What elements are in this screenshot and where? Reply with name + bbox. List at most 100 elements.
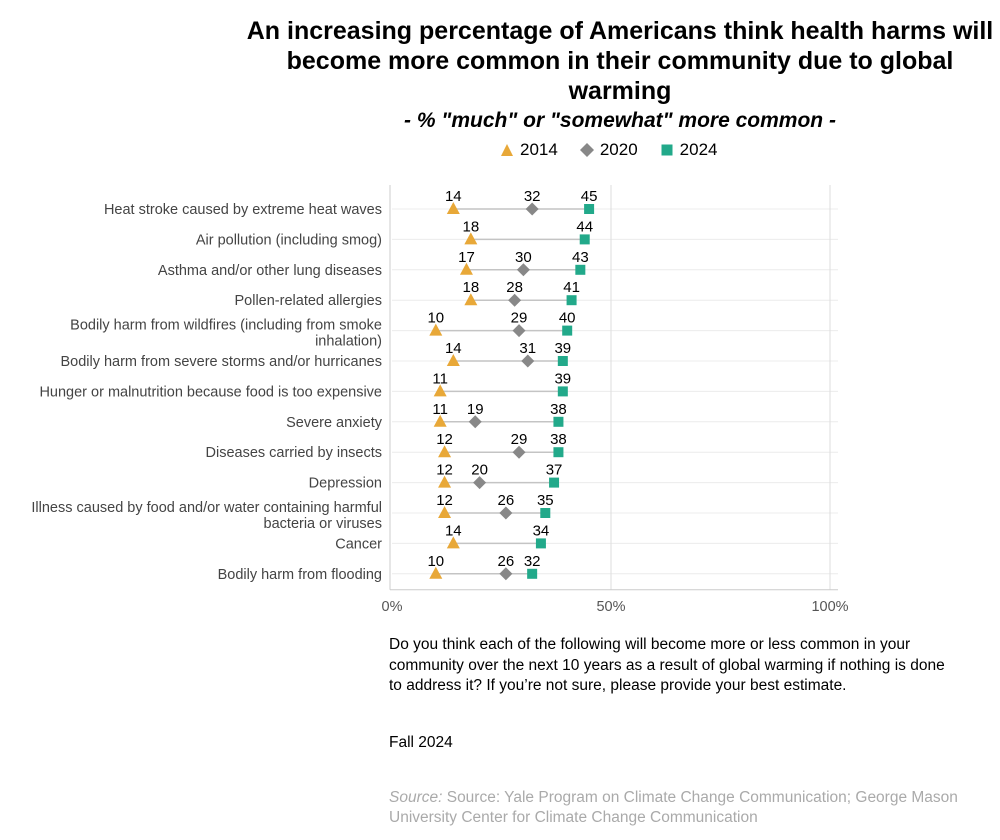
value-label-2014: 11 [432,370,448,387]
row-label: Asthma and/or other lung diseases [158,263,382,279]
value-label-2020: 28 [506,279,523,296]
row-label: Bodily harm from flooding [218,567,382,583]
legend-label-2020: 2020 [599,140,638,159]
marker-2014 [446,202,460,214]
row-label: Illness caused by food and/or water cont… [31,500,382,532]
triangle-marker-icon [501,144,513,156]
marker-2020 [473,476,487,490]
value-label-2024: 44 [576,218,593,235]
value-label-2020: 30 [515,249,532,266]
value-label-2014: 17 [458,249,475,266]
marker-2020 [521,354,535,368]
marker-2024 [566,295,577,306]
row-label: Depression [309,476,382,492]
chart-title: An increasing percentage of Americans th… [246,17,994,105]
marker-2014 [438,475,452,488]
value-label-2020: 29 [511,310,528,327]
marker-2024 [579,234,590,245]
marker-2020 [508,293,522,307]
marker-2014 [438,445,452,458]
x-tick-label: 50% [596,599,625,615]
value-label-2024: 39 [554,340,571,357]
x-tick-label: 0% [382,599,403,615]
value-label-2024: 43 [572,249,589,266]
marker-2020 [512,445,526,459]
marker-2024 [557,386,568,397]
marker-2014 [446,354,460,366]
row-label: Severe anxiety [286,415,383,431]
legend-label-2014: 2014 [520,140,558,159]
value-label-2014: 10 [427,553,444,570]
marker-2024 [575,264,586,275]
marker-2020 [512,324,526,338]
legend-item-2020: 2020 [579,140,638,160]
square-marker-icon [661,144,673,156]
value-label-2024: 34 [533,522,550,539]
marker-2020 [525,202,539,216]
marker-2014 [446,536,460,549]
marker-2024 [535,538,546,549]
source-note: Source: Source: Yale Program on Climate … [389,788,969,828]
value-label-2014: 12 [436,431,453,448]
row-label: Diseases carried by insects [206,445,383,461]
marker-2020 [468,415,482,429]
legend-label-2024: 2024 [679,140,718,159]
marker-2014 [433,384,447,397]
value-label-2014: 10 [427,310,444,327]
value-label-2024: 38 [550,401,567,418]
row-label: Bodily harm from severe storms and/or hu… [60,354,382,370]
x-tick-label: 100% [811,599,848,615]
marker-2014 [464,232,478,245]
value-label-2020: 26 [498,492,515,509]
row-label: Bodily harm from wildfires (including fr… [70,318,382,350]
row-label: Hunger or malnutrition because food is t… [39,384,382,400]
marker-2014 [464,293,478,306]
value-label-2014: 12 [436,462,453,479]
value-label-2020: 26 [498,553,515,570]
survey-question-note: Do you think each of the following will … [389,636,945,694]
marker-2014 [433,414,447,427]
value-label-2020: 29 [511,431,528,448]
marker-2024 [553,416,564,427]
marker-2020 [499,567,513,581]
value-label-2014: 14 [445,522,462,539]
diamond-marker-icon [579,143,594,157]
row-label: Heat stroke caused by extreme heat waves [104,202,382,218]
marker-2024 [562,325,573,336]
value-label-2024: 40 [559,310,576,327]
row-label: Cancer [335,536,382,552]
row-label: Air pollution (including smog) [196,232,382,248]
marker-2024 [553,447,564,458]
chart-subtitle: - % "much" or "somewhat" more common - [404,109,836,132]
value-label-2014: 18 [462,218,479,235]
marker-2024 [540,508,551,518]
source-prefix: Source: [389,789,443,806]
marker-2020 [516,263,530,277]
value-label-2014: 14 [445,188,462,205]
legend-item-2024: 2024 [660,140,718,160]
marker-2014 [429,323,443,336]
survey-season: Fall 2024 [389,734,453,751]
legend-item-2014: 2014 [500,140,558,160]
marker-2024 [557,356,568,366]
value-label-2024: 39 [554,370,571,387]
marker-2024 [549,477,560,488]
marker-2014 [459,262,473,275]
value-label-2024: 35 [537,492,554,509]
value-label-2020: 20 [471,462,488,479]
value-label-2024: 38 [550,431,567,448]
value-label-2014: 18 [462,279,479,296]
row-label: Pollen-related allergies [235,293,383,309]
value-label-2020: 19 [467,401,484,418]
value-label-2024: 32 [524,553,541,570]
value-label-2014: 12 [436,492,453,509]
value-label-2014: 11 [432,401,448,418]
value-label-2024: 41 [563,279,580,296]
marker-2014 [438,506,452,518]
value-label-2020: 31 [519,340,536,357]
value-label-2020: 32 [524,188,541,205]
value-label-2024: 45 [581,188,598,205]
value-label-2014: 14 [445,340,462,357]
marker-2014 [429,566,443,579]
marker-2024 [527,568,538,579]
